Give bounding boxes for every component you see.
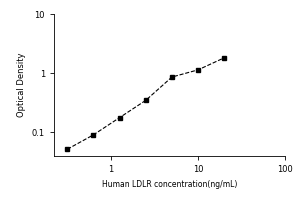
Y-axis label: Optical Density: Optical Density <box>17 53 26 117</box>
X-axis label: Human LDLR concentration(ng/mL): Human LDLR concentration(ng/mL) <box>102 180 237 189</box>
